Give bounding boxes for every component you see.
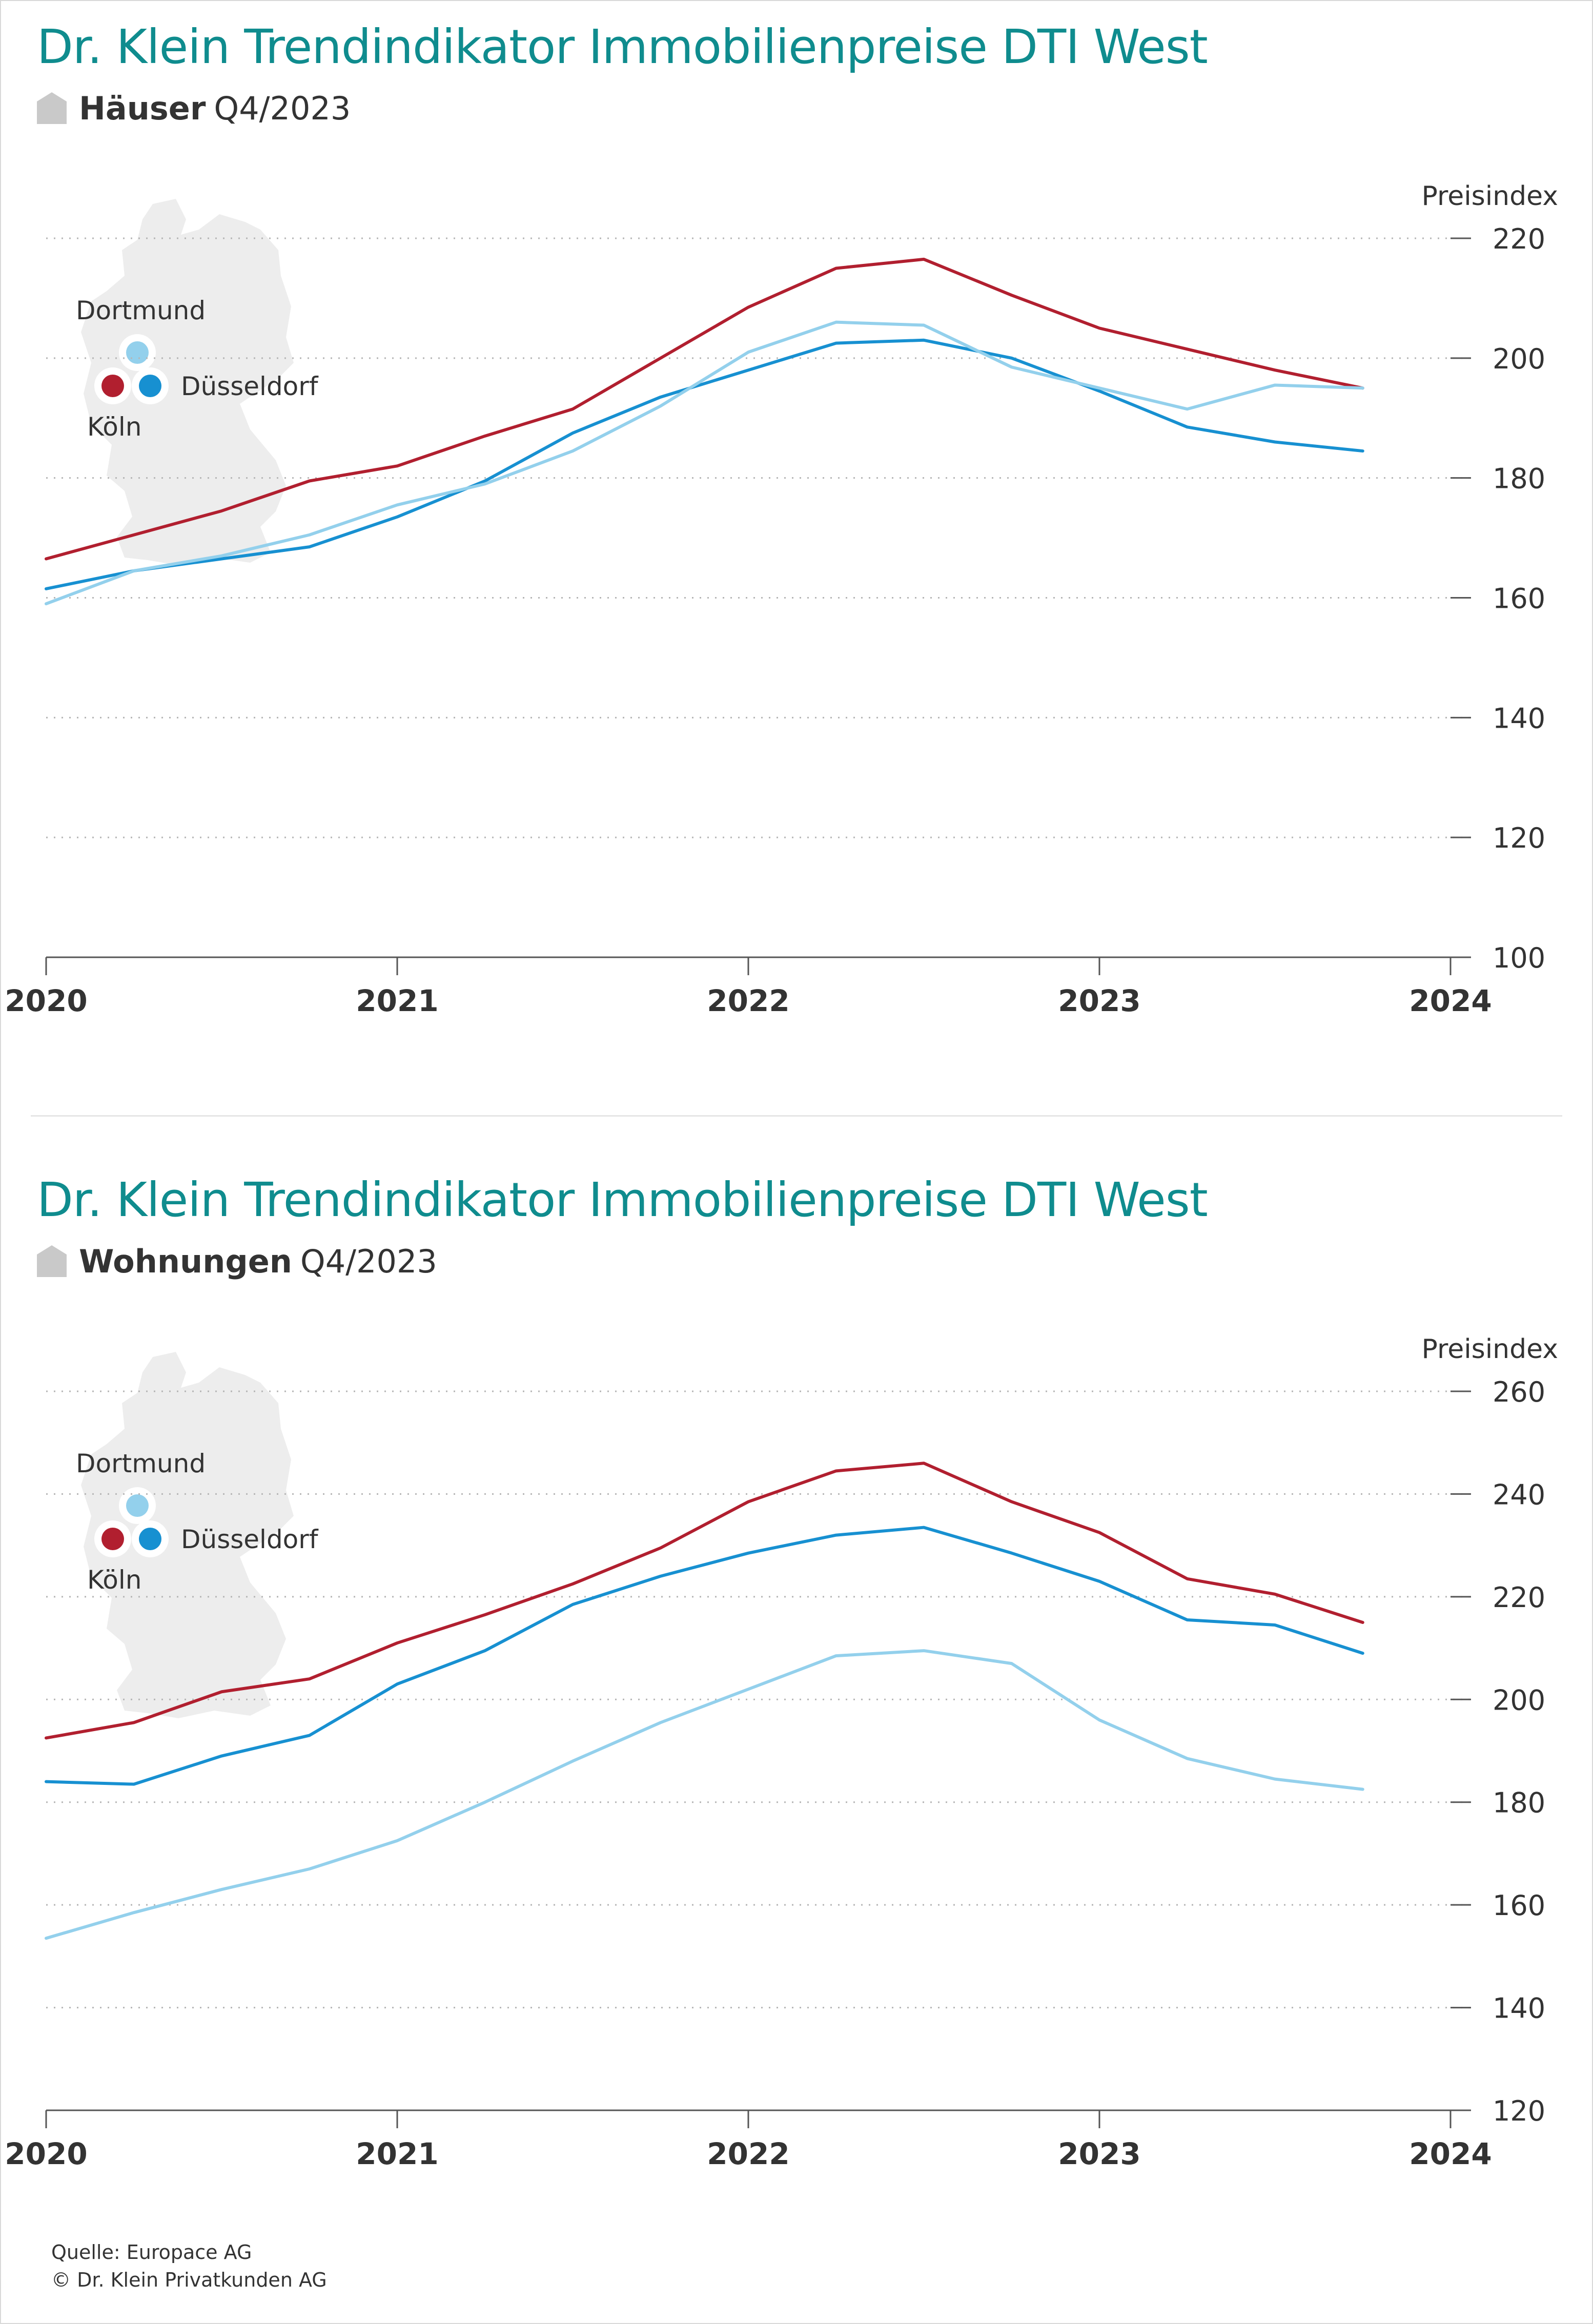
chart-subtitle: Wohnungen Q4/2023 [37, 1243, 437, 1280]
city-marker-koeln [101, 1528, 124, 1550]
city-label-dortmund: Dortmund [76, 296, 206, 325]
y-tick-label: 260 [1493, 1376, 1545, 1408]
y-axis-label: Preisindex [1422, 181, 1558, 212]
series-line-duesseldorf [45, 338, 1364, 590]
house-icon [37, 92, 67, 124]
city-marker-duesseldorf [139, 1528, 161, 1550]
series-line-duesseldorf [45, 1526, 1364, 1786]
city-marker-dortmund [126, 1494, 149, 1517]
series-line-dortmund [45, 320, 1364, 606]
y-tick-label: 180 [1493, 463, 1545, 495]
y-tick-label: 100 [1493, 942, 1545, 974]
germany-silhouette [81, 199, 294, 565]
y-axis-label: Preisindex [1422, 1334, 1558, 1365]
series-line-dortmund [45, 1649, 1364, 1940]
germany-map: Dortmund Düsseldorf Köln [76, 1352, 319, 1718]
y-tick-label: 240 [1493, 1478, 1545, 1511]
panel-divider [31, 1115, 1562, 1117]
x-tick-label: 2021 [356, 2136, 438, 2171]
copyright-note: © Dr. Klein Privatkunden AG [51, 2269, 327, 2291]
x-tick-label: 2020 [5, 2136, 87, 2171]
x-tick-label: 2020 [5, 983, 87, 1018]
x-tick-label: 2023 [1058, 2136, 1140, 2171]
x-tick-label: 2024 [1409, 2136, 1492, 2171]
line-chart-haeuser: Dortmund Düsseldorf Köln 100 120 140 160 180 200… [5, 181, 1558, 1018]
y-tick-label: 140 [1493, 1992, 1545, 2025]
series-line-koeln [45, 257, 1364, 561]
x-tick-label: 2023 [1058, 983, 1140, 1018]
x-tick-label: 2024 [1409, 983, 1492, 1018]
chart-title: Dr. Klein Trendindikator Immobilienpreis… [37, 1173, 1208, 1227]
city-label-duesseldorf: Düsseldorf [181, 1525, 319, 1554]
house-icon [37, 1245, 67, 1277]
y-tick-label: 200 [1493, 343, 1545, 375]
y-tick-label: 220 [1493, 223, 1545, 255]
city-label-koeln: Köln [87, 1565, 141, 1595]
line-chart-wohnungen: Dortmund Düsseldorf Köln 120 140 160 180 200 220… [5, 1334, 1558, 2171]
y-tick-label: 180 [1493, 1787, 1545, 1819]
germany-silhouette [81, 1352, 294, 1718]
x-tick-label: 2022 [707, 983, 789, 1018]
y-tick-label: 120 [1493, 822, 1545, 854]
germany-map: Dortmund Düsseldorf Köln [76, 199, 319, 565]
y-tick-label: 120 [1493, 2095, 1545, 2127]
y-tick-label: 140 [1493, 702, 1545, 734]
x-tick-label: 2022 [707, 2136, 789, 2171]
period-label: Q4/2023 [300, 1243, 437, 1280]
chart-title: Dr. Klein Trendindikator Immobilienpreis… [37, 19, 1208, 74]
city-marker-duesseldorf [139, 375, 161, 397]
source-note: Quelle: Europace AG [51, 2241, 252, 2264]
city-label-koeln: Köln [87, 412, 141, 442]
x-tick-label: 2021 [356, 983, 438, 1018]
y-tick-label: 160 [1493, 1889, 1545, 1922]
subject-label: Wohnungen [79, 1243, 292, 1280]
city-marker-koeln [101, 375, 124, 397]
y-tick-label: 200 [1493, 1684, 1545, 1716]
period-label: Q4/2023 [214, 90, 351, 127]
city-label-dortmund: Dortmund [76, 1449, 206, 1478]
series-line-koeln [45, 1462, 1364, 1740]
city-label-duesseldorf: Düsseldorf [181, 372, 319, 401]
footer: Quelle: Europace AG © Dr. Klein Privatku… [51, 2238, 327, 2294]
city-marker-dortmund [126, 341, 149, 364]
y-tick-label: 220 [1493, 1581, 1545, 1614]
y-tick-label: 160 [1493, 583, 1545, 615]
chart-subtitle: Häuser Q4/2023 [37, 90, 351, 127]
subject-label: Häuser [79, 90, 206, 127]
